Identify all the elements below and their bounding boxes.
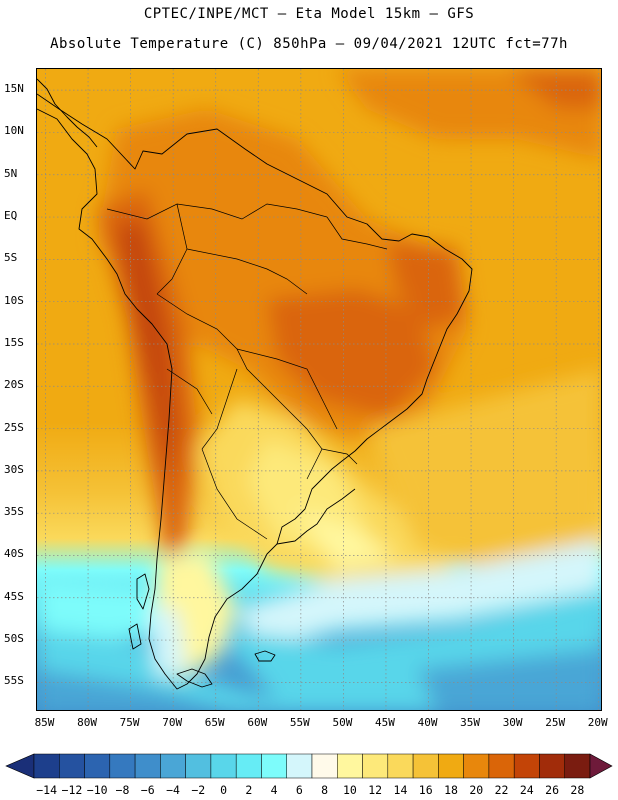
lon-tick-label: 80W <box>77 716 97 729</box>
graticule <box>37 69 601 710</box>
lat-tick-label: 55S <box>4 674 24 688</box>
lat-tick-label: 10N <box>4 124 24 138</box>
colorbar-tick-label: 2 <box>245 783 253 797</box>
lon-tick-label: 50W <box>332 716 353 729</box>
colorbar-swatch <box>109 753 136 779</box>
colorbar-swatch <box>513 753 540 779</box>
color-scale-bar <box>5 753 613 779</box>
colorbar-swatch <box>362 753 389 779</box>
country-borders <box>106 203 388 540</box>
lon-tick-label: 20W <box>587 716 608 729</box>
chart-title-source: CPTEC/INPE/MCT – Eta Model 15km – GFS <box>143 6 475 22</box>
lon-tick-label: 25W <box>545 716 566 729</box>
colorbar-tick-label: 22 <box>494 783 509 797</box>
coastlines <box>37 78 473 690</box>
colorbar-tick-label: 8 <box>321 783 329 797</box>
colorbar-swatch <box>387 753 414 779</box>
colorbar-tick-label: 0 <box>220 783 227 797</box>
lon-tick-label: 60W <box>247 716 268 729</box>
colorbar-swatch <box>84 753 111 779</box>
lat-tick-label: 5N <box>4 166 18 180</box>
colorbar-tick-label: 18 <box>444 783 458 797</box>
colorbar-swatch <box>412 753 439 779</box>
colorbar-high-extend <box>589 753 613 779</box>
lon-tick-label: 65W <box>204 716 225 729</box>
colorbar-tick-label: −10 <box>86 783 108 797</box>
colorbar-tick-label: −14 <box>36 783 58 797</box>
lat-tick-label: 30S <box>4 462 24 476</box>
colorbar-tick-label: 6 <box>295 783 303 797</box>
lat-tick-label: 10S <box>4 293 24 307</box>
lon-tick-label: 75W <box>119 716 140 729</box>
lon-tick-label: 70W <box>162 716 183 729</box>
colorbar-swatch <box>33 753 60 779</box>
map-canvas <box>37 69 601 710</box>
lat-tick-label: 5S <box>4 251 18 265</box>
colorbar-tick-label: 10 <box>342 783 357 797</box>
temperature-contours <box>37 69 601 710</box>
colorbar-tick-label: 14 <box>393 783 408 797</box>
chart-title-variable: Absolute Temperature (C) 850hPa – 09/04/… <box>50 36 568 52</box>
lat-tick-label: 35S <box>4 505 24 519</box>
colorbar-tick-label: 26 <box>545 783 559 797</box>
colorbar-swatch <box>438 753 464 779</box>
colorbar-tick-label: 24 <box>519 783 534 797</box>
lon-tick-label: 85W <box>34 716 55 729</box>
colorbar-tick-label: −12 <box>61 783 83 797</box>
colorbar-swatch <box>235 753 262 779</box>
lat-tick-label: 50S <box>4 632 24 646</box>
lon-tick-label: 30W <box>502 716 523 729</box>
colorbar-tick-label: 28 <box>570 783 585 797</box>
colorbar-tick-label: 4 <box>270 783 278 797</box>
colorbar-swatch <box>539 753 565 779</box>
color-scale-legend <box>0 748 618 800</box>
colorbar-tick-label: 20 <box>469 783 484 797</box>
lat-tick-label: 25S <box>4 420 24 434</box>
lon-tick-label: 55W <box>289 716 310 729</box>
lon-tick-label: 40W <box>417 716 438 729</box>
colorbar-swatch <box>337 753 363 779</box>
temperature-map <box>36 68 602 711</box>
colorbar-tick-label: −8 <box>115 783 130 797</box>
colorbar-tick-label: −4 <box>166 783 180 797</box>
colorbar-swatch <box>488 753 515 779</box>
colorbar-low-extend <box>5 753 35 779</box>
lon-tick-label: 45W <box>375 716 395 729</box>
colorbar-tick-label: 12 <box>368 783 383 797</box>
lat-tick-label: 40S <box>4 547 24 561</box>
colorbar-swatch <box>463 753 490 779</box>
colorbar-swatch <box>210 753 237 779</box>
colorbar-swatch <box>134 753 161 779</box>
colorbar-swatch <box>160 753 186 779</box>
colorbar-tick-label: −6 <box>140 783 155 797</box>
lat-tick-label: 20S <box>4 378 24 392</box>
colorbar-swatch <box>261 753 287 779</box>
colorbar-swatch <box>311 753 338 779</box>
colorbar-swatch <box>564 753 591 779</box>
lat-tick-label: 15S <box>4 335 24 349</box>
colorbar-swatch <box>185 753 212 779</box>
colorbar-tick-label: −2 <box>191 783 206 797</box>
lat-tick-label: 45S <box>4 589 24 603</box>
colorbar-swatch <box>59 753 85 779</box>
lat-tick-label: EQ <box>4 209 18 223</box>
colorbar-tick-label: 16 <box>418 783 433 797</box>
colorbar-swatch <box>286 753 313 779</box>
lon-tick-label: 35W <box>460 716 480 729</box>
lat-tick-label: 15N <box>4 82 24 96</box>
